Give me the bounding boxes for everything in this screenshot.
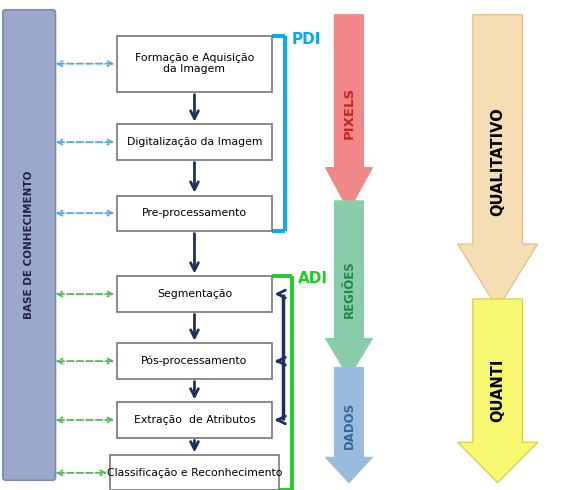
Text: QUANTI: QUANTI — [490, 359, 505, 422]
FancyBboxPatch shape — [117, 124, 272, 160]
Text: PDI: PDI — [292, 31, 321, 47]
FancyBboxPatch shape — [110, 455, 279, 490]
Text: BASE DE CONHECIMENTO: BASE DE CONHECIMENTO — [24, 171, 34, 319]
FancyArrow shape — [325, 15, 372, 211]
Text: QUALITATIVO: QUALITATIVO — [490, 107, 505, 216]
Text: DADOS: DADOS — [343, 401, 355, 449]
Text: Pre-processamento: Pre-processamento — [142, 208, 247, 218]
FancyBboxPatch shape — [3, 10, 55, 480]
Text: REGIÕES: REGIÕES — [343, 260, 355, 318]
Text: Classificação e Reconhecimento: Classificação e Reconhecimento — [107, 468, 282, 478]
FancyBboxPatch shape — [117, 196, 272, 231]
FancyArrow shape — [325, 201, 372, 377]
FancyArrow shape — [458, 299, 538, 483]
FancyArrow shape — [325, 368, 372, 483]
Text: Formação e Aquisição
da Imagem: Formação e Aquisição da Imagem — [135, 53, 254, 74]
FancyBboxPatch shape — [117, 276, 272, 312]
FancyArrow shape — [458, 15, 538, 309]
Text: Digitalização da Imagem: Digitalização da Imagem — [127, 137, 262, 147]
Text: PIXELS: PIXELS — [343, 87, 355, 139]
FancyBboxPatch shape — [117, 402, 272, 438]
FancyBboxPatch shape — [117, 343, 272, 379]
Text: Extração  de Atributos: Extração de Atributos — [134, 415, 255, 425]
FancyBboxPatch shape — [117, 36, 272, 92]
Text: ADI: ADI — [297, 271, 327, 287]
Text: Pós-processamento: Pós-processamento — [141, 356, 248, 367]
Text: Segmentação: Segmentação — [157, 289, 232, 299]
